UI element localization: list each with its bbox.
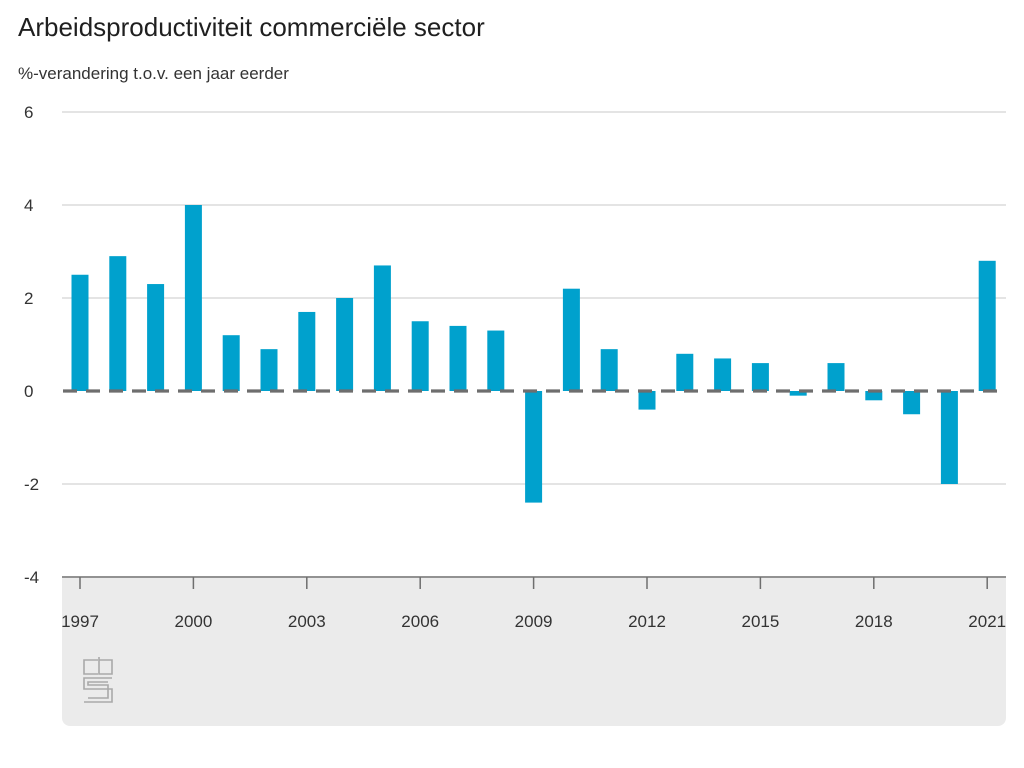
chart-subtitle: %-verandering t.o.v. een jaar eerder <box>18 64 289 83</box>
bar-2001 <box>222 335 240 391</box>
bar-2012 <box>638 391 656 410</box>
bar-2021 <box>978 260 996 391</box>
bar-2000 <box>184 205 202 391</box>
bar-2008 <box>487 330 505 391</box>
bar-2017 <box>827 363 845 391</box>
y-axis-ticks: 6 4 2 0 -2 -4 <box>24 103 39 587</box>
y-tick-label: -4 <box>24 568 39 587</box>
bar-2014 <box>714 358 732 391</box>
footer-panel <box>62 578 1006 726</box>
bar-2002 <box>260 349 278 391</box>
y-tick-label: 4 <box>24 196 33 215</box>
chart-title: Arbeidsproductiviteit commerciële sector <box>18 12 485 42</box>
bar-2019 <box>903 391 921 415</box>
bar-2005 <box>373 265 391 391</box>
bar-2003 <box>298 311 316 391</box>
bar-2006 <box>411 321 429 391</box>
bar-1998 <box>109 256 127 391</box>
bars <box>71 205 996 503</box>
bar-1999 <box>147 284 165 391</box>
x-tick-label: 2021 <box>968 612 1006 631</box>
bar-2013 <box>676 353 694 391</box>
bar-2004 <box>336 298 354 391</box>
x-tick-label: 2018 <box>855 612 893 631</box>
bar-2020 <box>940 391 958 484</box>
bar-2018 <box>865 391 883 401</box>
x-axis: 1997 2000 2003 2006 2009 2012 2015 2018 2021 <box>61 576 1006 631</box>
bar-2007 <box>449 325 467 391</box>
x-tick-label: 2015 <box>741 612 779 631</box>
y-tick-label: 0 <box>24 382 33 401</box>
x-tick-label: 2003 <box>288 612 326 631</box>
bar-2011 <box>600 349 618 391</box>
bar-2010 <box>562 288 580 391</box>
y-tick-label: 2 <box>24 289 33 308</box>
x-tick-label: 2009 <box>515 612 553 631</box>
bar-2016 <box>789 391 807 396</box>
cbs-logo-icon <box>83 657 113 703</box>
x-tick-label: 2000 <box>174 612 212 631</box>
bar-1997 <box>71 274 89 391</box>
y-tick-label: -2 <box>24 475 39 494</box>
x-tick-label: 2006 <box>401 612 439 631</box>
x-tick-label: 2012 <box>628 612 666 631</box>
bar-2015 <box>751 363 769 391</box>
x-tick-label: 1997 <box>61 612 99 631</box>
bar-2009 <box>525 391 543 503</box>
y-tick-label: 6 <box>24 103 33 122</box>
